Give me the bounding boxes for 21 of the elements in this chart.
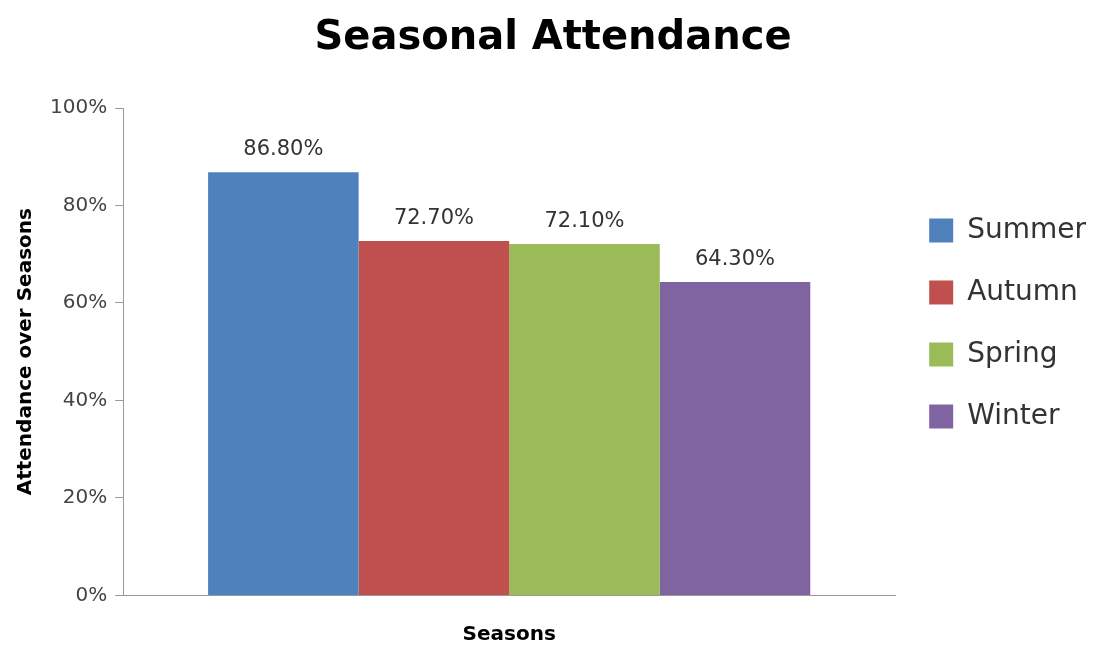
legend-label: Winter — [967, 397, 1060, 431]
bar — [659, 282, 811, 595]
y-tick-label: 60% — [62, 289, 108, 314]
data-label: 72.70% — [393, 205, 474, 230]
y-tick-label: 0% — [75, 581, 108, 606]
y-tick-label: 100% — [49, 94, 108, 119]
x-axis-title: Seasons — [462, 621, 556, 646]
data-label: 72.10% — [544, 207, 625, 232]
chart-title: Seasonal Attendance — [314, 12, 792, 59]
legend-label: Autumn — [967, 273, 1078, 307]
legend-label: Spring — [967, 335, 1058, 369]
data-label: 64.30% — [694, 245, 776, 270]
bar — [208, 172, 359, 595]
y-tick-label: 80% — [62, 191, 108, 216]
y-tick-label: 40% — [62, 386, 108, 411]
data-label: 86.80% — [243, 136, 324, 161]
bar — [358, 241, 510, 595]
y-axis-title: Attendance over Seasons — [12, 208, 37, 496]
legend-label: Summer — [967, 211, 1087, 245]
bar — [509, 243, 660, 595]
y-tick-label: 20% — [62, 484, 108, 509]
